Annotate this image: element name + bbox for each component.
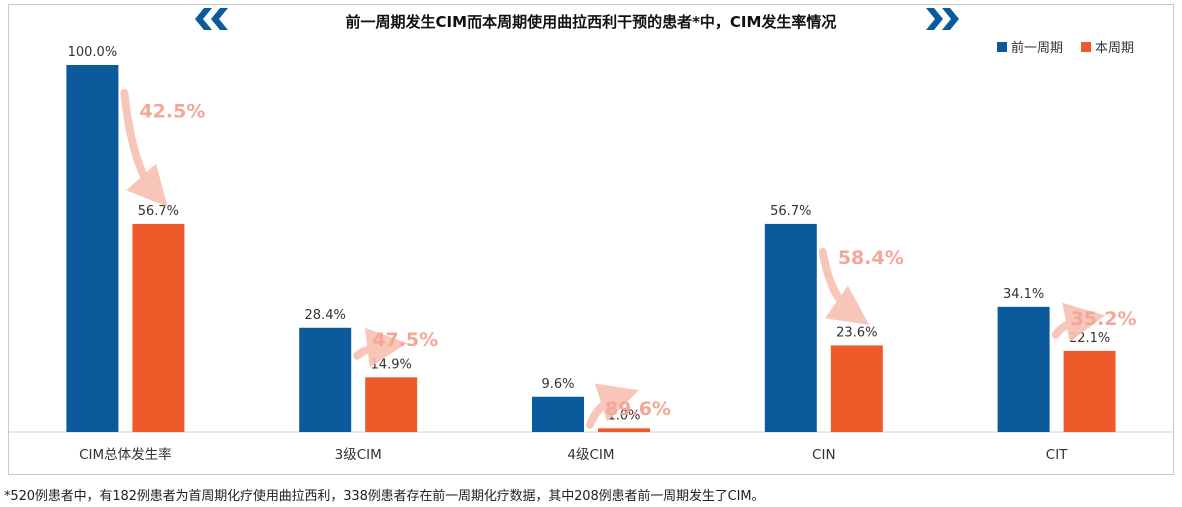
- curved-arrow-down-icon: [353, 327, 408, 368]
- chart-marks: 100.0% 56.7% CIM总体发生率 42.5% 28.4% 14.9% 3级CIM 4…: [66, 45, 1137, 463]
- bar-current: [598, 428, 650, 432]
- curved-arrow-down-icon: [120, 89, 168, 207]
- double-chevron-right-icon: [926, 8, 959, 30]
- reduction-label: 35.2%: [1071, 308, 1137, 330]
- bar-current: [1063, 350, 1116, 432]
- bar-previous: [299, 327, 352, 432]
- bar-previous: [764, 223, 817, 432]
- category-label: CIM总体发生率: [79, 446, 172, 463]
- chart-frame: [8, 4, 1174, 475]
- legend-swatch-previous: [997, 42, 1007, 52]
- legend-label-previous: 前一周期: [1011, 40, 1063, 56]
- value-label: 23.6%: [836, 325, 877, 340]
- footnote: *520例患者中，有182例患者为首周期化疗使用曲拉西利，338例患者存在前一周…: [4, 489, 765, 504]
- category-label: CIT: [1046, 447, 1068, 463]
- value-label: 56.7%: [770, 204, 811, 219]
- category-label: 4级CIM: [567, 447, 614, 463]
- bar-previous: [532, 396, 584, 432]
- curved-arrow-down-icon: [1051, 302, 1106, 343]
- legend: 前一周期 本周期: [997, 40, 1134, 56]
- bar-current: [830, 345, 883, 432]
- reduction-label: 47.5%: [372, 329, 438, 351]
- curved-arrow-down-icon: [818, 247, 870, 325]
- bar-previous: [997, 306, 1050, 432]
- reduction-label: 89.6%: [605, 398, 671, 420]
- bar-current: [365, 377, 418, 432]
- category-label: CIN: [812, 447, 836, 463]
- reduction-label: 58.4%: [838, 247, 904, 269]
- value-label: 22.1%: [1069, 331, 1110, 346]
- bar-chart: 前一周期发生CIM而本周期使用曲拉西利干预的患者*中，CIM发生率情况 前一周期…: [9, 8, 1173, 463]
- value-label: 9.6%: [541, 377, 574, 392]
- value-label: 56.7%: [138, 204, 179, 219]
- value-label: 100.0%: [68, 45, 118, 60]
- chart-title: 前一周期发生CIM而本周期使用曲拉西利干预的患者*中，CIM发生率情况: [346, 13, 837, 31]
- value-label: 28.4%: [305, 308, 346, 323]
- legend-label-current: 本周期: [1095, 41, 1134, 56]
- value-label: 14.9%: [371, 357, 412, 372]
- value-label: 34.1%: [1003, 287, 1044, 302]
- curved-arrow-down-icon: [586, 383, 640, 429]
- legend-swatch-current: [1081, 42, 1091, 52]
- title-left-chevrons: [195, 8, 228, 30]
- bar-current: [132, 223, 185, 432]
- reduction-label: 42.5%: [139, 100, 205, 122]
- bar-previous: [66, 65, 119, 432]
- title-right-chevrons: [926, 8, 959, 30]
- category-label: 3级CIM: [335, 447, 382, 463]
- double-chevron-left-icon: [195, 8, 228, 30]
